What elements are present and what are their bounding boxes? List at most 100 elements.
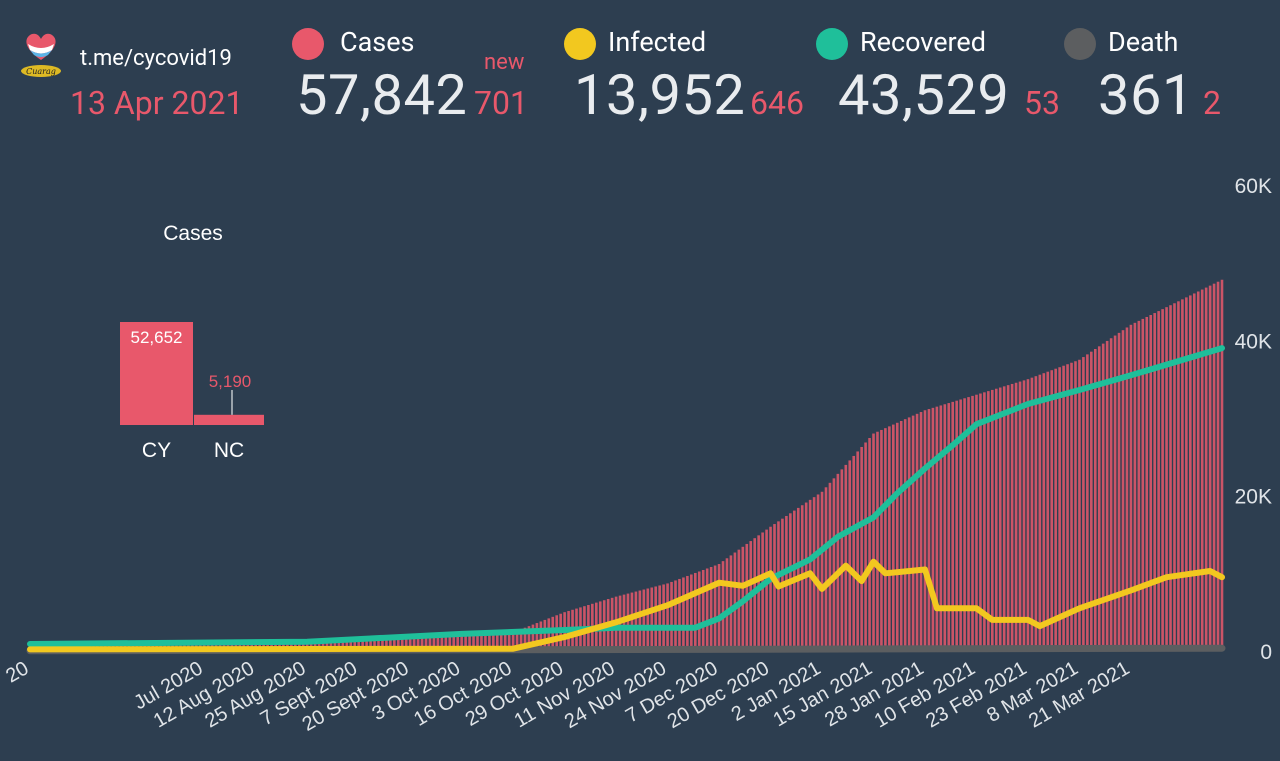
cases-bar [757,535,760,651]
cases-bars [28,279,1224,651]
cases-bar [1220,279,1224,651]
infected-line [27,558,1225,653]
cases-bar [915,413,919,651]
cases-bar [919,412,923,651]
cases-bar [983,392,986,651]
cases-bar [1006,385,1010,651]
cases-bar [848,460,852,651]
cases-bar [705,568,709,651]
cases-bar [868,438,871,651]
cases-bar [646,588,650,651]
cases-bar [1109,338,1113,651]
cases-bar [1185,297,1188,651]
cases-bar [828,482,832,651]
cases-bar [1002,386,1006,651]
cases-bar [1165,307,1168,651]
cases-bar [1212,283,1216,651]
cases-bar [1046,371,1050,651]
cases-bar [939,405,943,651]
death-legend-dot [1064,28,1096,60]
report-date: 13 Apr 2021 [70,84,244,122]
cases-bar [975,394,978,651]
cases-bar [626,593,630,651]
cases-bar [1101,343,1105,651]
cases-bar [452,635,456,651]
cases-bar [832,478,836,651]
cases-bar [1062,365,1065,651]
cases-bar [361,639,364,651]
cases-bar [333,639,337,651]
cases-bar [377,638,380,651]
cases-bar [381,638,384,651]
x-tick-label: 20 [2,657,32,687]
cases-bar [523,627,527,651]
cases-bar [1137,320,1141,651]
cases-bar [464,635,467,651]
cases-bar [1066,364,1069,651]
cases-bar [931,407,935,651]
cases-bar [329,639,333,651]
cases-bar [1141,318,1145,651]
cases-bar [1189,295,1192,651]
cases-bar [325,640,329,651]
cases-bar [713,565,717,651]
cases-bar [642,589,646,651]
cases-bar [543,619,547,651]
death-label: Death [1108,26,1179,58]
cases-bar [717,564,721,651]
cases-bar [472,634,475,651]
cases-bar [1022,380,1026,651]
y-axis: 0 20K 40K 60K [1235,175,1272,664]
cases-bar [769,526,772,651]
cases-bar [499,633,503,651]
cases-bar [856,451,859,651]
recovered-label: Recovered [860,26,986,58]
cases-bar [959,399,962,651]
cases-bar [911,415,915,651]
cases-bar [357,639,360,651]
cases-bar [654,586,657,651]
cases-bar [678,578,681,651]
cases-bar [1169,305,1172,651]
cases-bar [432,636,436,651]
cases-bar [967,397,970,651]
cases-bar [670,581,673,651]
cases-bar [1038,374,1042,651]
cases-bar [836,473,840,651]
cases-bar [899,420,903,651]
mini-bar-nc [194,414,264,425]
cases-bar [697,571,701,651]
cases-bar [895,422,899,651]
cases-bar [876,431,879,651]
mini-category-label: CY [142,439,171,462]
cases-bar [385,638,388,651]
recovered-legend-dot [816,28,848,60]
cases-bar [729,555,733,651]
mini-bar-chart: Cases CY 52,652 NC 5,190 [120,222,264,462]
cases-bar [840,469,844,651]
cases-bar [484,634,487,651]
cases-bar [424,636,428,651]
cases-bar [389,638,392,651]
cases-bar [317,640,321,651]
cases-bar [1058,367,1061,651]
cases-bar [547,618,551,651]
y-tick-label: 40K [1235,330,1272,353]
cases-bar [955,400,958,651]
cases-bar [436,636,440,651]
cases-bar [420,636,424,651]
cases-bar [1042,373,1046,651]
mini-bar-cy [120,322,193,425]
cases-bar [662,584,665,651]
cases-bar [448,635,452,651]
cases-bar [492,633,495,651]
telegram-link[interactable]: t.me/cycovid19 [80,46,232,71]
cases-bar [1121,330,1125,651]
cases-legend-dot [292,28,324,60]
cases-bar [737,549,741,651]
mini-chart-title: Cases [163,222,223,245]
cases-bar [630,592,634,651]
cases-bar [1192,293,1196,651]
mini-category-label: NC [214,439,244,462]
cases-bar [1018,381,1022,651]
